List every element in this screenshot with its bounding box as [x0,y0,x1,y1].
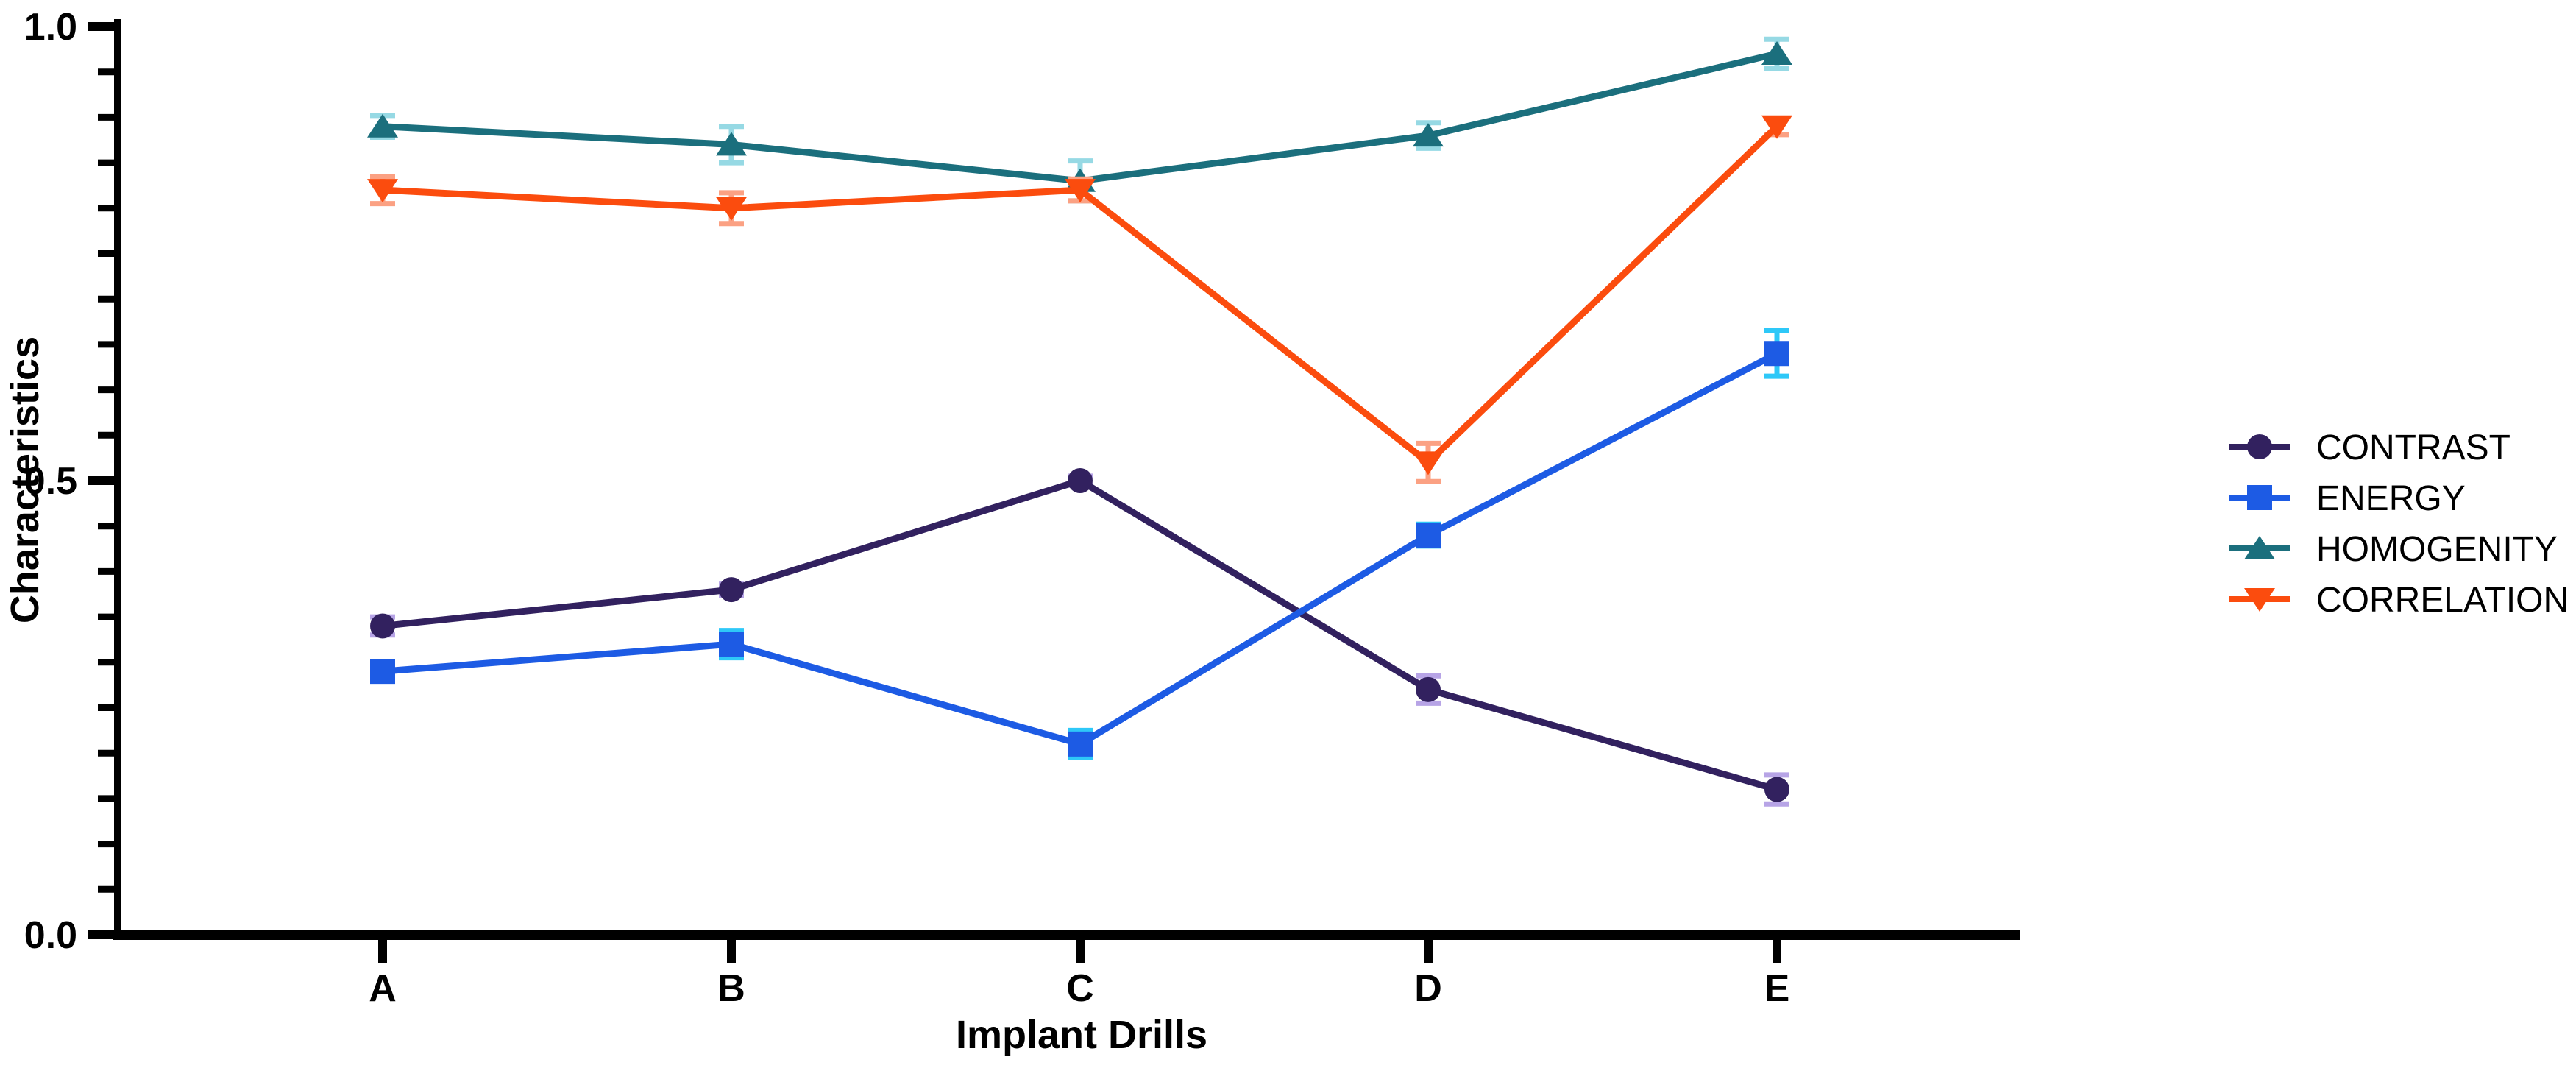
legend-entry-homogenity: HOMOGENITY [2229,530,2558,569]
triangle-up-marker [1761,41,1792,66]
square-marker [1764,341,1789,367]
series-correlation [367,115,1792,484]
y-tick-label: 1.0 [24,6,77,49]
legend-label: CORRELATION [2316,581,2569,620]
x-category-label: A [369,967,397,1010]
circle-marker [1068,468,1093,493]
legend-entry-contrast: CONTRAST [2229,428,2511,467]
square-icon [2247,485,2272,510]
series-line [379,350,1781,748]
series-layer [367,36,1792,807]
circle-icon [2247,434,2272,459]
square-marker [370,659,395,685]
triangle-down-icon [2244,588,2275,612]
square-marker [719,632,744,657]
triangle-up-marker [716,132,747,156]
legend-label: ENERGY [2316,479,2466,518]
circle-marker [370,613,395,639]
y-tick-label: 0.0 [24,914,77,957]
triangle-down-marker [716,197,747,221]
series-contrast [370,468,1789,807]
triangle-down-marker [1413,451,1444,475]
legend-entry-energy: ENERGY [2229,479,2466,518]
y-tick-label: 0.5 [24,460,77,503]
triangle-down-marker [1065,179,1096,203]
x-category-label: D [1414,967,1442,1010]
y-axis-title: Characteristics [3,336,47,623]
axes-layer: 0.0 0.5 1.0 A B C D E [24,6,2020,1010]
x-category-label: B [717,967,745,1010]
triangle-up-marker [1413,123,1444,147]
triangle-up-marker [367,113,398,138]
square-marker [1416,523,1441,548]
triangle-down-marker [1761,115,1792,139]
legend-layer: CONTRAST ENERGY HOMOGENITY CORRELATION [2229,428,2569,620]
x-category-label: E [1764,967,1790,1010]
x-category-label: C [1066,967,1094,1010]
series-energy [370,328,1789,760]
legend-label: CONTRAST [2316,428,2511,467]
triangle-down-marker [367,179,398,203]
triangle-up-icon [2244,536,2275,559]
x-axis-title: Implant Drills [956,1013,1207,1057]
square-marker [1068,731,1093,757]
legend-label: HOMOGENITY [2316,530,2558,569]
legend-entry-correlation: CORRELATION [2229,581,2569,620]
circle-marker [719,577,744,603]
circle-marker [1416,676,1441,702]
circle-marker [1764,777,1789,802]
